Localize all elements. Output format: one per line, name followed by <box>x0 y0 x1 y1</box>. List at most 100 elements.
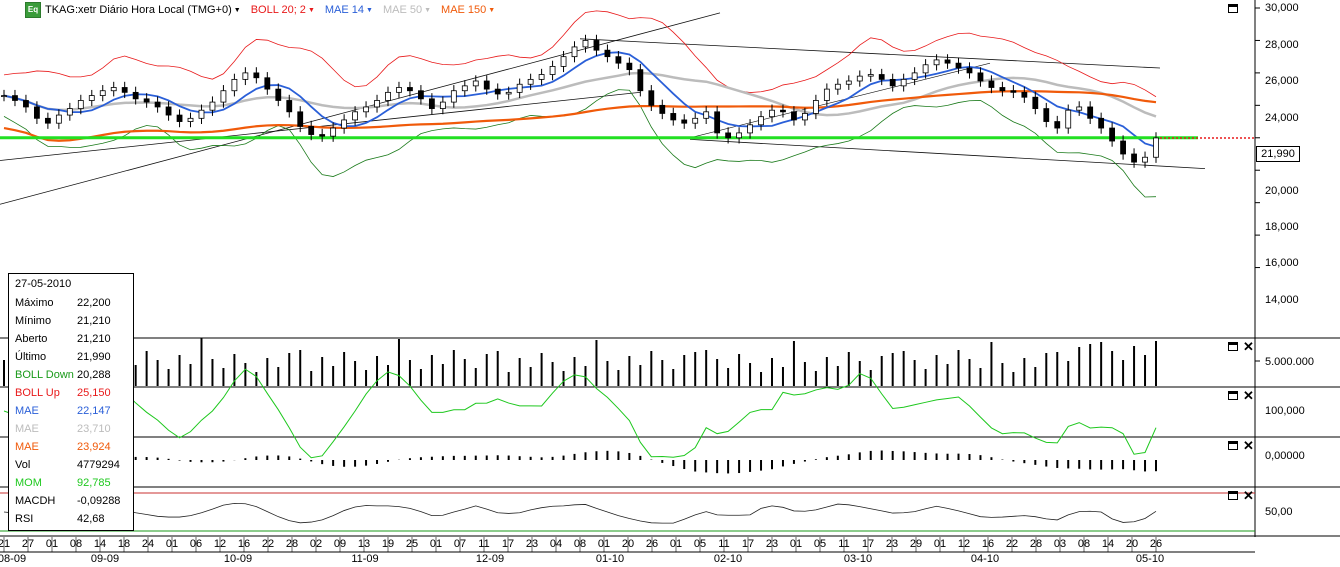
candle-body <box>418 90 424 100</box>
x-axis-day-label: 18 <box>117 538 131 550</box>
x-axis-day-label: 07 <box>453 538 467 550</box>
legend-mae150[interactable]: MAE 150 ▼ <box>441 4 495 16</box>
data-window-row-value: -0,09288 <box>77 495 121 507</box>
candle-body <box>363 106 369 113</box>
candle-body <box>966 67 973 74</box>
candle-body <box>1054 121 1061 129</box>
price-tick-label: 20,000 <box>1265 185 1299 197</box>
candle-body <box>88 95 95 101</box>
legend-boll-label: BOLL 20; 2 <box>250 4 306 16</box>
price-tick-label: 18,000 <box>1265 221 1299 233</box>
data-window-row: RSI 42,68 <box>9 510 133 528</box>
rsi-line <box>3 502 1157 524</box>
close-momentum-pane-icon[interactable]: ✕ <box>1243 388 1254 403</box>
trend-line <box>689 139 1206 169</box>
close-volume-pane-icon[interactable]: ✕ <box>1243 339 1254 354</box>
candle-body <box>209 101 216 111</box>
x-axis-month-label: 04-10 <box>970 553 1000 565</box>
maximize-rsi-pane-icon[interactable] <box>1228 491 1238 500</box>
candle-body <box>1032 96 1039 109</box>
candle-body <box>505 91 512 95</box>
candle-body <box>889 78 896 87</box>
candle-body <box>286 100 293 113</box>
candle-body <box>187 117 194 122</box>
x-axis-month-label: 11-09 <box>351 553 379 565</box>
candle-body <box>1120 140 1126 155</box>
candle-body <box>231 78 238 92</box>
last-price-tag: 21,990 <box>1256 146 1300 162</box>
data-window-row: MAE 23,924 <box>9 438 133 456</box>
x-axis-day-label: 13 <box>357 538 371 550</box>
legend-mae14[interactable]: MAE 14 ▼ <box>325 4 373 16</box>
candle-body <box>1010 90 1017 93</box>
volume-tick-label: 5.000.000 <box>1265 356 1314 368</box>
x-axis-day-label: 28 <box>285 538 299 550</box>
x-axis-day-label: 06 <box>189 538 203 550</box>
candle-body <box>527 78 534 85</box>
x-axis-day-label: 01 <box>933 538 947 550</box>
legend-mae14-label: MAE 14 <box>324 4 365 16</box>
equity-logo-icon: Eq <box>25 2 41 18</box>
candle-body <box>637 69 644 92</box>
candle-body <box>944 59 951 64</box>
candle-body <box>483 80 490 90</box>
candle-body <box>681 119 688 124</box>
candle-body <box>714 111 721 134</box>
x-axis-month-label: 03-10 <box>843 553 873 565</box>
x-axis-day-label: 08 <box>573 538 587 550</box>
data-window-row-value: 22,147 <box>77 405 111 417</box>
x-axis-month-label: 08-09 <box>0 553 27 565</box>
x-axis-day-label: 05 <box>693 538 707 550</box>
chevron-down-icon: ▼ <box>488 6 496 14</box>
chevron-down-icon: ▼ <box>233 6 241 14</box>
legend-boll[interactable]: BOLL 20; 2 ▼ <box>251 4 315 16</box>
maximize-momentum-pane-icon[interactable] <box>1228 391 1238 400</box>
candle-body <box>396 87 402 93</box>
x-axis-day-label: 04 <box>549 538 563 550</box>
legend-mae50[interactable]: MAE 50 ▼ <box>383 4 431 16</box>
candle-body <box>615 56 622 64</box>
mae14-line <box>3 51 1157 148</box>
data-window-row-label: MOM <box>15 477 42 489</box>
candle-body <box>1087 106 1094 119</box>
data-window-row-label: MAE <box>15 423 39 435</box>
indicator-legend: Eq TKAG:xetr Diário Hora Local (TMG+0) ▼… <box>25 2 495 18</box>
momentum-tick-label: 100,000 <box>1265 405 1305 417</box>
close-macd-pane-icon[interactable]: ✕ <box>1243 438 1254 453</box>
x-axis-day-label: 20 <box>621 538 635 550</box>
candle-body <box>110 87 117 92</box>
candle-body <box>461 85 468 92</box>
candle-body <box>330 127 337 137</box>
symbol-selector[interactable]: Eq TKAG:xetr Diário Hora Local (TMG+0) ▼ <box>25 2 241 18</box>
x-axis-day-label: 22 <box>261 538 275 550</box>
candle-body <box>308 126 315 135</box>
candle-body <box>44 117 51 124</box>
data-window-row-label: Máximo <box>15 297 54 309</box>
mae50-line <box>3 71 1157 118</box>
price-tick-label: 30,000 <box>1265 2 1299 14</box>
x-axis-day-label: 17 <box>501 538 515 550</box>
symbol-label: TKAG:xetr Diário Hora Local (TMG+0) <box>45 4 232 16</box>
data-window-row-label: BOLL Up <box>15 387 60 399</box>
bollinger-upper-line <box>3 10 1157 98</box>
candle-body <box>99 90 106 96</box>
maximize-volume-pane-icon[interactable] <box>1228 342 1238 351</box>
close-rsi-pane-icon[interactable]: ✕ <box>1243 488 1254 503</box>
candle-body <box>812 100 819 114</box>
candle-body <box>55 114 62 124</box>
maximize-macd-pane-icon[interactable] <box>1228 441 1238 450</box>
candle-body <box>867 74 874 77</box>
x-axis-day-label: 01 <box>45 538 59 550</box>
candle-body <box>659 104 666 114</box>
x-axis-day-label: 01 <box>165 538 179 550</box>
candle-body <box>264 77 271 90</box>
maximize-price-pane-icon[interactable] <box>1228 4 1238 13</box>
price-tick-label: 26,000 <box>1265 75 1299 87</box>
candle-body <box>66 108 73 116</box>
data-window-row-label: MAE <box>15 405 39 417</box>
data-window-row-value: 25,150 <box>77 387 111 399</box>
x-axis-day-label: 19 <box>381 538 395 550</box>
data-window-row: Vol 4779294 <box>9 456 133 474</box>
candle-body <box>670 113 677 121</box>
